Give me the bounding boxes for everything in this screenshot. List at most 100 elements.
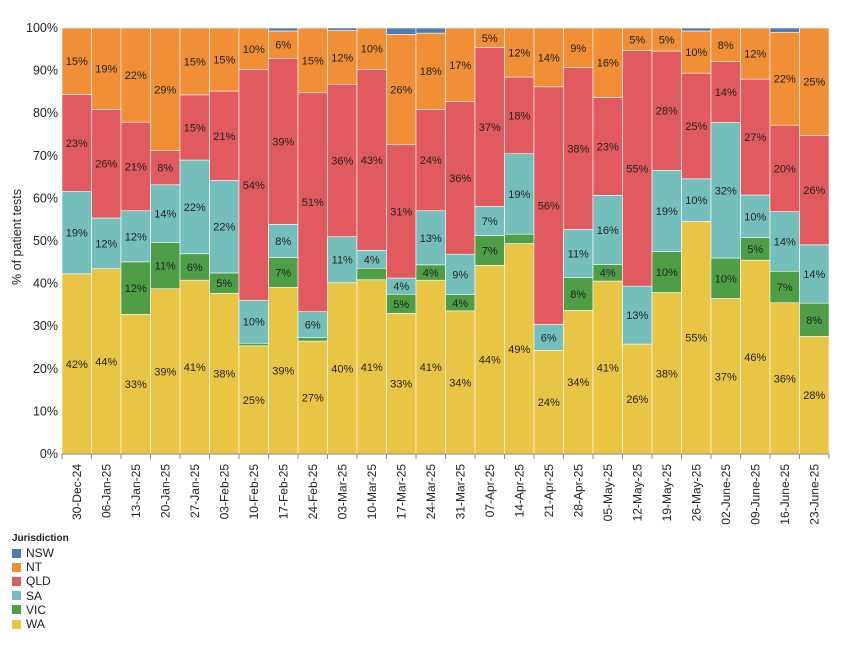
legend-swatch xyxy=(12,619,21,629)
segment-labels-layer: 42% 19% 23% 15% 44% 12% 26% 19% 33% 12% 12% 21% 22% 3… xyxy=(66,33,826,409)
bar-segment-wa-18 xyxy=(592,280,623,455)
data-label-wa-2: 33% xyxy=(125,379,147,391)
bar-segment-sa-22 xyxy=(710,122,741,259)
y-tick-label: 10% xyxy=(33,404,58,418)
y-tick-label: 90% xyxy=(33,64,58,78)
bar-segment-qld-5 xyxy=(209,90,240,181)
bar-segment-qld-25 xyxy=(799,135,830,246)
bar-segment-vic-25 xyxy=(799,302,830,337)
data-label-sa-22: 32% xyxy=(715,185,737,197)
y-tick-label: 100% xyxy=(26,21,58,35)
legend-swatch xyxy=(12,548,21,558)
bar-segment-nt-15 xyxy=(504,27,535,78)
bar-segment-wa-16 xyxy=(533,350,564,455)
bar-segment-nt-2 xyxy=(120,27,151,123)
bar-segment-nsw-21 xyxy=(681,27,712,32)
data-label-wa-5: 38% xyxy=(213,369,235,381)
data-label-sa-4: 22% xyxy=(184,202,206,214)
data-label-nt-18: 16% xyxy=(597,58,619,70)
bar-segment-wa-13 xyxy=(445,310,476,455)
data-label-vic-18: 4% xyxy=(600,268,616,280)
data-label-vic-7: 7% xyxy=(275,268,291,280)
y-tick-label: 50% xyxy=(33,234,58,248)
data-label-wa-8: 27% xyxy=(302,393,324,405)
data-label-qld-21: 25% xyxy=(685,121,707,133)
data-label-vic-17: 8% xyxy=(570,289,586,301)
data-label-sa-12: 13% xyxy=(420,233,442,245)
legend-label: NSW xyxy=(26,546,54,561)
data-label-sa-20: 19% xyxy=(656,206,678,218)
bar-segment-qld-8 xyxy=(297,92,328,313)
data-label-qld-11: 31% xyxy=(390,206,412,218)
data-label-vic-22: 10% xyxy=(715,273,737,285)
bar-segment-nt-6 xyxy=(238,27,269,71)
data-label-nt-22: 8% xyxy=(718,40,734,52)
data-label-qld-22: 14% xyxy=(715,87,737,99)
data-label-nt-1: 19% xyxy=(95,64,117,76)
bar-segment-sa-6 xyxy=(238,299,269,344)
legend-item-vic: VIC xyxy=(12,603,69,617)
legend-swatch xyxy=(12,605,21,615)
data-label-nt-12: 18% xyxy=(420,66,442,78)
data-label-sa-13: 9% xyxy=(452,269,468,281)
data-label-qld-16: 56% xyxy=(538,201,560,213)
bar-segment-nt-1 xyxy=(91,27,122,110)
legend: Jurisdiction NSW NT QLD SA VIC WA xyxy=(12,533,69,631)
x-tick-label: 17-Feb-25 xyxy=(276,464,290,520)
bar-segment-sa-1 xyxy=(91,217,122,269)
data-label-qld-19: 55% xyxy=(626,163,648,175)
y-tick-label: 40% xyxy=(33,277,58,291)
data-label-wa-14: 44% xyxy=(479,355,501,367)
bar-segment-sa-15 xyxy=(504,153,535,235)
data-label-qld-14: 37% xyxy=(479,122,501,134)
data-label-qld-7: 39% xyxy=(272,136,294,148)
data-label-sa-3: 14% xyxy=(154,209,176,221)
x-tick-label: 30-Dec-24 xyxy=(70,464,84,520)
data-label-qld-13: 36% xyxy=(449,173,471,185)
bar-segment-sa-20 xyxy=(651,169,682,252)
data-label-sa-10: 4% xyxy=(364,254,380,266)
legend-label: VIC xyxy=(26,602,47,617)
data-label-nt-21: 10% xyxy=(685,47,707,59)
bar-segment-nt-4 xyxy=(179,27,210,96)
data-label-qld-6: 54% xyxy=(243,180,265,192)
bar-segment-nt-12 xyxy=(415,32,446,110)
data-label-vic-20: 10% xyxy=(656,267,678,279)
x-tick-label: 26-May-25 xyxy=(689,464,703,522)
legend-item-qld: QLD xyxy=(12,574,69,588)
data-label-nt-17: 9% xyxy=(570,43,586,55)
bar-segment-qld-15 xyxy=(504,76,535,154)
data-label-wa-25: 28% xyxy=(803,390,825,402)
data-label-wa-13: 34% xyxy=(449,377,471,389)
data-label-nt-16: 14% xyxy=(538,52,560,64)
y-tick-label: 70% xyxy=(33,149,58,163)
data-label-nt-0: 15% xyxy=(66,56,88,68)
legend-label: SA xyxy=(26,588,43,603)
bar-segment-nsw-12 xyxy=(415,27,446,34)
legend-label: QLD xyxy=(26,574,51,589)
bar-segment-sa-25 xyxy=(799,244,830,304)
x-tick-label: 24-Mar-25 xyxy=(424,464,438,520)
data-label-qld-12: 24% xyxy=(420,155,442,167)
data-label-wa-18: 41% xyxy=(597,363,619,375)
data-label-wa-16: 24% xyxy=(538,397,560,409)
bar-segment-qld-17 xyxy=(563,67,594,230)
data-label-wa-19: 26% xyxy=(626,394,648,406)
bar-segment-vic-6 xyxy=(238,342,269,347)
bar-segment-nsw-24 xyxy=(769,27,800,33)
data-label-nt-11: 26% xyxy=(390,85,412,97)
x-tick-label: 27-Jan-25 xyxy=(188,464,202,518)
legend-label: WA xyxy=(26,617,45,632)
y-tick-label: 80% xyxy=(33,106,58,120)
bar-segment-nt-10 xyxy=(356,27,387,70)
data-label-qld-15: 18% xyxy=(508,110,530,122)
data-label-wa-22: 37% xyxy=(715,371,737,383)
data-label-sa-5: 22% xyxy=(213,222,235,234)
data-label-sa-11: 4% xyxy=(393,281,409,293)
x-tick-label: 14-Apr-25 xyxy=(512,464,526,518)
data-label-vic-23: 5% xyxy=(747,244,763,256)
bar-segment-nt-11 xyxy=(386,34,417,146)
data-label-vic-12: 4% xyxy=(423,268,439,280)
data-label-sa-15: 19% xyxy=(508,189,530,201)
bar-segment-sa-16 xyxy=(533,324,564,351)
